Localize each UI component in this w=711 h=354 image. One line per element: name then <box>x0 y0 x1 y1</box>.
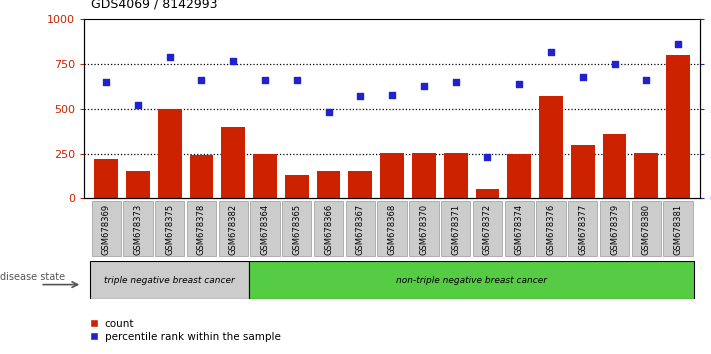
Bar <box>473 201 502 256</box>
Bar <box>441 201 470 256</box>
Legend: count, percentile rank within the sample: count, percentile rank within the sample <box>89 319 281 342</box>
Bar <box>123 201 153 256</box>
Point <box>355 93 366 99</box>
Bar <box>158 109 181 198</box>
Bar <box>505 201 534 256</box>
Bar <box>282 201 311 256</box>
Bar <box>249 261 694 299</box>
Bar <box>476 189 499 198</box>
Bar <box>600 201 629 256</box>
Point <box>513 81 525 87</box>
Point <box>291 78 302 83</box>
Bar <box>508 154 531 198</box>
Point <box>450 79 461 85</box>
Bar <box>126 171 150 198</box>
Bar <box>631 201 661 256</box>
Bar <box>378 201 407 256</box>
Bar <box>253 154 277 198</box>
Text: GSM678378: GSM678378 <box>197 204 206 255</box>
Text: GSM678380: GSM678380 <box>642 204 651 255</box>
Bar <box>155 201 184 256</box>
Text: GSM678377: GSM678377 <box>578 204 587 255</box>
Bar <box>380 153 404 198</box>
Text: triple negative breast cancer: triple negative breast cancer <box>105 275 235 285</box>
Bar <box>285 175 309 198</box>
Text: GSM678366: GSM678366 <box>324 204 333 255</box>
Bar <box>346 201 375 256</box>
Point <box>577 74 589 80</box>
Bar <box>316 171 341 198</box>
Text: GSM678375: GSM678375 <box>165 204 174 255</box>
Bar <box>539 96 563 198</box>
Text: GDS4069 / 8142993: GDS4069 / 8142993 <box>91 0 218 11</box>
Point <box>228 58 239 63</box>
Point <box>641 78 652 83</box>
Point <box>609 61 620 67</box>
Text: GSM678368: GSM678368 <box>387 204 397 255</box>
Text: GSM678374: GSM678374 <box>515 204 524 255</box>
Bar <box>412 153 436 198</box>
Text: GSM678370: GSM678370 <box>419 204 429 255</box>
Text: GSM678367: GSM678367 <box>356 204 365 255</box>
Bar <box>410 201 439 256</box>
Point <box>323 110 334 115</box>
Text: non-triple negative breast cancer: non-triple negative breast cancer <box>396 275 547 285</box>
Bar <box>663 201 693 256</box>
Bar <box>90 261 249 299</box>
Bar <box>187 201 216 256</box>
Text: GSM678379: GSM678379 <box>610 204 619 255</box>
Bar <box>603 134 626 198</box>
Point <box>545 49 557 55</box>
Bar <box>92 201 121 256</box>
Bar <box>444 153 468 198</box>
Text: GSM678364: GSM678364 <box>260 204 269 255</box>
Bar <box>348 171 373 198</box>
Point <box>482 154 493 160</box>
Bar <box>571 144 594 198</box>
Point <box>260 78 271 83</box>
Text: GSM678381: GSM678381 <box>673 204 683 255</box>
Bar <box>95 159 118 198</box>
Text: GSM678376: GSM678376 <box>547 204 555 255</box>
Point <box>100 79 112 85</box>
Bar <box>634 153 658 198</box>
Point <box>418 83 429 88</box>
Bar <box>568 201 597 256</box>
Bar <box>221 127 245 198</box>
Bar <box>190 155 213 198</box>
Text: GSM678365: GSM678365 <box>292 204 301 255</box>
Point <box>196 78 207 83</box>
Text: GSM678371: GSM678371 <box>451 204 460 255</box>
Point <box>164 54 176 60</box>
Point <box>673 42 684 47</box>
Point <box>387 92 398 97</box>
Point <box>132 102 144 108</box>
Text: GSM678372: GSM678372 <box>483 204 492 255</box>
Text: GSM678382: GSM678382 <box>229 204 237 255</box>
Bar <box>314 201 343 256</box>
Bar <box>666 55 690 198</box>
Bar <box>250 201 279 256</box>
Text: disease state: disease state <box>0 272 65 281</box>
Bar <box>218 201 248 256</box>
Text: GSM678369: GSM678369 <box>102 204 111 255</box>
Text: GSM678373: GSM678373 <box>134 204 142 255</box>
Bar <box>536 201 566 256</box>
